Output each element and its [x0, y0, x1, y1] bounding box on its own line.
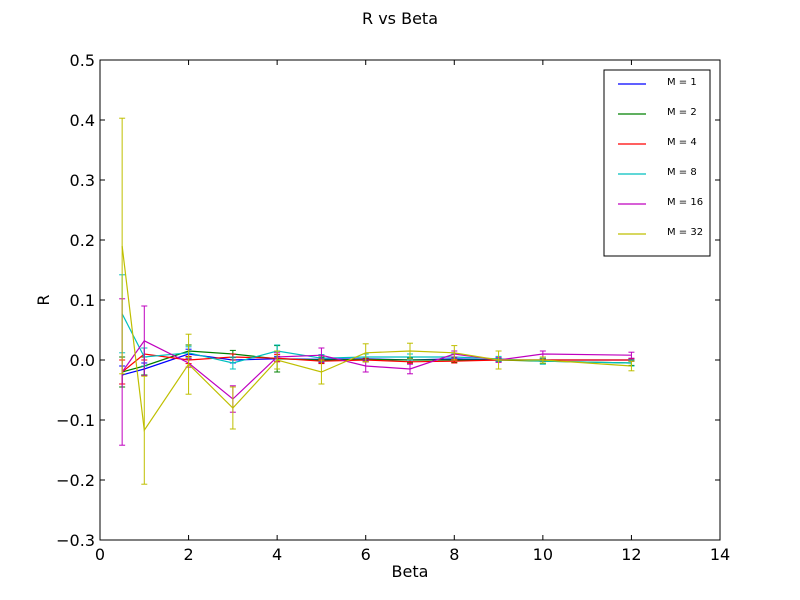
legend-label: M = 1 [667, 77, 697, 88]
x-tick-label: 8 [449, 545, 459, 564]
x-axis-label: Beta [392, 562, 429, 581]
x-tick-label: 2 [183, 545, 193, 564]
series-6 [119, 117, 635, 485]
legend-box [603, 69, 711, 257]
y-tick-label: −0.3 [56, 531, 95, 550]
legend: M = 1 M = 2 M = 4 M = 8 M = 16 M = 32 [603, 69, 711, 257]
x-tick-label: 0 [95, 545, 105, 564]
y-tick-label: 0.1 [70, 291, 95, 310]
y-tick-label: −0.2 [56, 471, 95, 490]
y-tick-label: 0.2 [70, 231, 95, 250]
x-tick-label: 12 [621, 545, 641, 564]
legend-label: M = 32 [667, 227, 703, 238]
y-axis-label: R [34, 294, 53, 305]
x-tick-label: 10 [533, 545, 553, 564]
legend-label: M = 4 [667, 137, 697, 148]
x-tick-label: 14 [710, 545, 730, 564]
y-tick-label: 0.0 [70, 351, 95, 370]
x-tick-label: 6 [361, 545, 371, 564]
series-layer [119, 117, 635, 485]
y-tick-label: 0.5 [70, 51, 95, 70]
y-tick-label: −0.1 [56, 411, 95, 430]
x-tick-label: 4 [272, 545, 282, 564]
y-tick-label: 0.4 [70, 111, 95, 130]
axis-ticks: 0 2 4 6 8 10 12 14 −0.3 −0.2 −0.1 0.0 0.1 0.2 0.3 0.4 0.… [56, 51, 730, 564]
chart-title: R vs Beta [362, 9, 438, 28]
legend-label: M = 16 [667, 197, 703, 208]
series-line [121, 340, 632, 400]
legend-label: M = 2 [667, 107, 697, 118]
series-line [121, 245, 632, 432]
legend-label: M = 8 [667, 167, 697, 178]
y-tick-label: 0.3 [70, 171, 95, 190]
